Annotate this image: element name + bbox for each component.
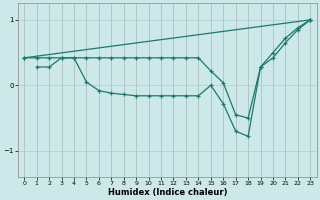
X-axis label: Humidex (Indice chaleur): Humidex (Indice chaleur) bbox=[108, 188, 227, 197]
